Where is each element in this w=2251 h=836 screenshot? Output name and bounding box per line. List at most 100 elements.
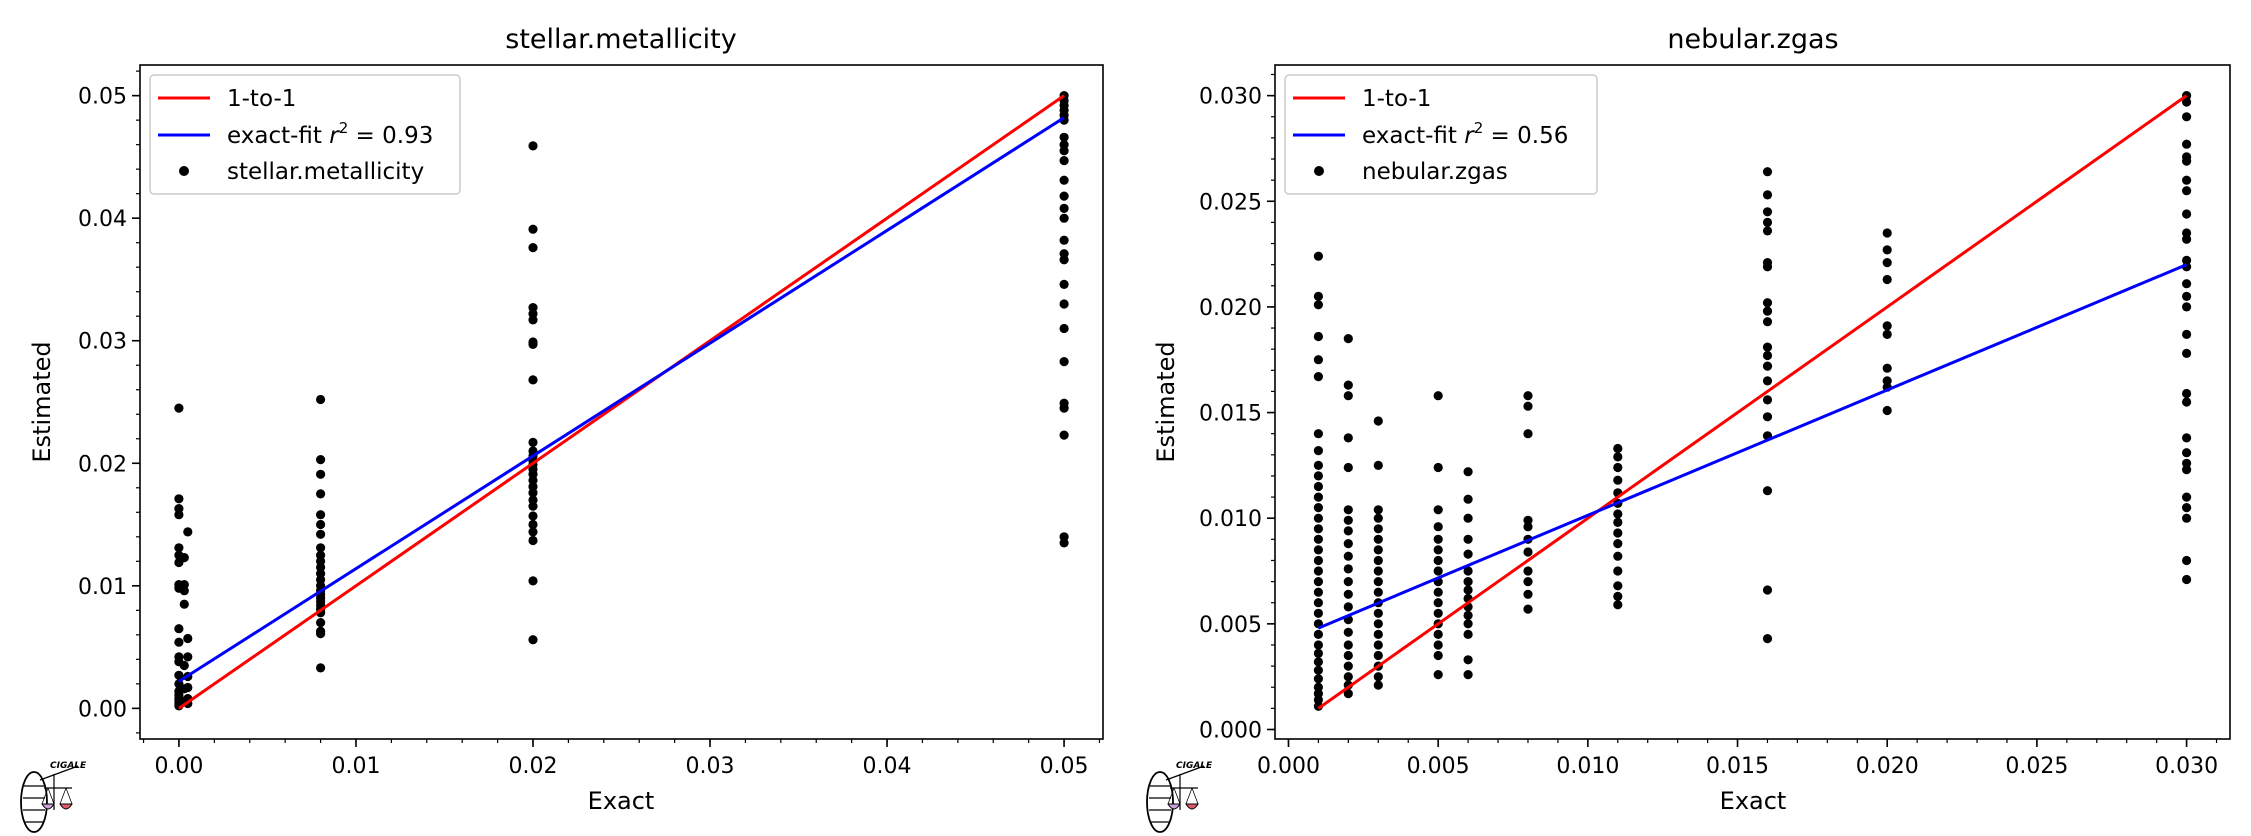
scatter-point xyxy=(1343,526,1353,536)
y-axis-label: Estimated xyxy=(28,341,56,462)
scatter-point xyxy=(1882,329,1892,339)
scatter-point xyxy=(1343,505,1353,515)
scatter-point xyxy=(528,375,538,385)
scatter-point xyxy=(316,394,326,405)
scatter-point xyxy=(528,511,538,521)
scatter-point xyxy=(1313,534,1323,544)
scatter-point xyxy=(1373,672,1383,682)
scatter-point xyxy=(1373,534,1383,544)
scatter-point xyxy=(1313,657,1323,667)
scatter-point xyxy=(1313,355,1323,365)
scatter-point xyxy=(1313,587,1323,597)
scatter-point xyxy=(1343,661,1353,671)
scatter-point xyxy=(1373,505,1383,515)
scatter-point xyxy=(174,624,184,634)
legend-box xyxy=(149,74,461,195)
scatter-point xyxy=(179,553,189,563)
scatter-point xyxy=(1433,522,1443,532)
scatter-point xyxy=(1463,467,1473,477)
scatter-point xyxy=(528,243,538,253)
scatter-point xyxy=(1313,251,1323,261)
scatter-point xyxy=(2182,433,2192,443)
scatter-point xyxy=(1613,566,1623,576)
scatter-point xyxy=(528,224,538,234)
scatter-point xyxy=(1313,372,1323,382)
scatter-point xyxy=(2182,503,2192,513)
scatter-point xyxy=(1313,513,1323,523)
fit-lines-layer xyxy=(178,94,1065,710)
x-tick-label: 0.015 xyxy=(1706,754,1769,779)
legend: 1-to-1 exact-fit r2 = 0.56 nebular.zgas xyxy=(1284,74,1598,195)
fit-lines-layer xyxy=(1317,94,2188,710)
logo-text: CIGALE xyxy=(1176,761,1213,771)
scatter-point xyxy=(1463,577,1473,587)
scatter-point xyxy=(2182,492,2192,502)
scatter-point xyxy=(1059,279,1069,289)
chart-title: stellar.metallicity xyxy=(505,24,736,55)
scatter-point xyxy=(1523,391,1533,401)
scatter-point xyxy=(1523,604,1533,614)
scatter-point xyxy=(2182,302,2192,312)
scatter-point xyxy=(1059,430,1069,440)
scatter-point xyxy=(1373,524,1383,534)
scatter-point xyxy=(528,488,538,498)
scatter-point xyxy=(1343,640,1353,650)
scatter-point xyxy=(1313,503,1323,513)
y-tick-label: 0.020 xyxy=(1199,296,1262,321)
scatter-point xyxy=(1343,602,1353,612)
scatter-point xyxy=(2182,555,2192,566)
y-axis-ticks: 0.000 0.005 0.010 0.015 0.020 0.025 0.030 xyxy=(1199,73,1275,743)
scatter-point xyxy=(528,519,538,530)
x-axis-ticks: 0.00 0.01 0.02 0.03 0.04 0.05 xyxy=(142,739,1101,779)
y-tick-label: 0.04 xyxy=(78,207,127,232)
y-tick-label: 0.00 xyxy=(78,697,127,722)
scatter-point xyxy=(1882,376,1892,386)
exact-fit-line xyxy=(178,116,1065,683)
scatter-point xyxy=(1613,581,1623,591)
scatter-point xyxy=(1313,640,1323,650)
legend-exact-fit-prefix: exact-fit xyxy=(1362,123,1464,149)
y-tick-label: 0.015 xyxy=(1199,402,1262,427)
scatter-point xyxy=(1373,545,1383,555)
scatter-point xyxy=(1373,650,1383,661)
scatter-point xyxy=(1343,689,1353,699)
scatter-point xyxy=(1523,429,1533,439)
scatter-point xyxy=(1882,274,1892,285)
scatter-point xyxy=(316,543,326,553)
y-tick-label: 0.005 xyxy=(1199,613,1262,638)
scatter-point xyxy=(1613,551,1623,561)
scatter-point xyxy=(1343,564,1353,574)
scatter-point xyxy=(2182,574,2192,585)
scatter-point xyxy=(316,510,326,520)
scatter-point xyxy=(1762,486,1773,496)
legend-exact-fit-sup: 2 xyxy=(1474,119,1484,137)
scatter-point xyxy=(1433,598,1443,608)
scatter-point xyxy=(1313,446,1323,456)
scatter-point xyxy=(1059,255,1069,265)
scatter-point xyxy=(1762,226,1773,236)
scatter-point xyxy=(1523,589,1533,599)
scatter-point xyxy=(528,339,538,349)
scatter-point xyxy=(1373,513,1383,523)
scatter-point xyxy=(1059,403,1069,413)
cigale-logo: CIGALE xyxy=(1146,761,1213,833)
scatter-point xyxy=(1059,235,1069,245)
scatter-point xyxy=(1059,203,1069,213)
scatter-point xyxy=(1433,629,1443,640)
one-to-one-line xyxy=(1317,94,2188,710)
scatter-point xyxy=(1613,509,1623,519)
scatter-point xyxy=(1313,492,1323,502)
legend-label-points: stellar.metallicity xyxy=(227,159,424,185)
scatter-point xyxy=(1433,608,1443,618)
scatter-point xyxy=(2182,465,2192,475)
scatter-point xyxy=(1343,551,1353,561)
scatter-point xyxy=(1343,462,1353,473)
scatter-point xyxy=(2182,291,2192,301)
legend-exact-fit-r: r xyxy=(329,123,340,149)
x-tick-label: 0.01 xyxy=(331,754,380,779)
scatter-points-layer xyxy=(174,91,1069,711)
scatter-points-layer xyxy=(1313,91,2192,711)
scatter-point xyxy=(316,519,326,530)
scatter-point xyxy=(1882,228,1892,238)
